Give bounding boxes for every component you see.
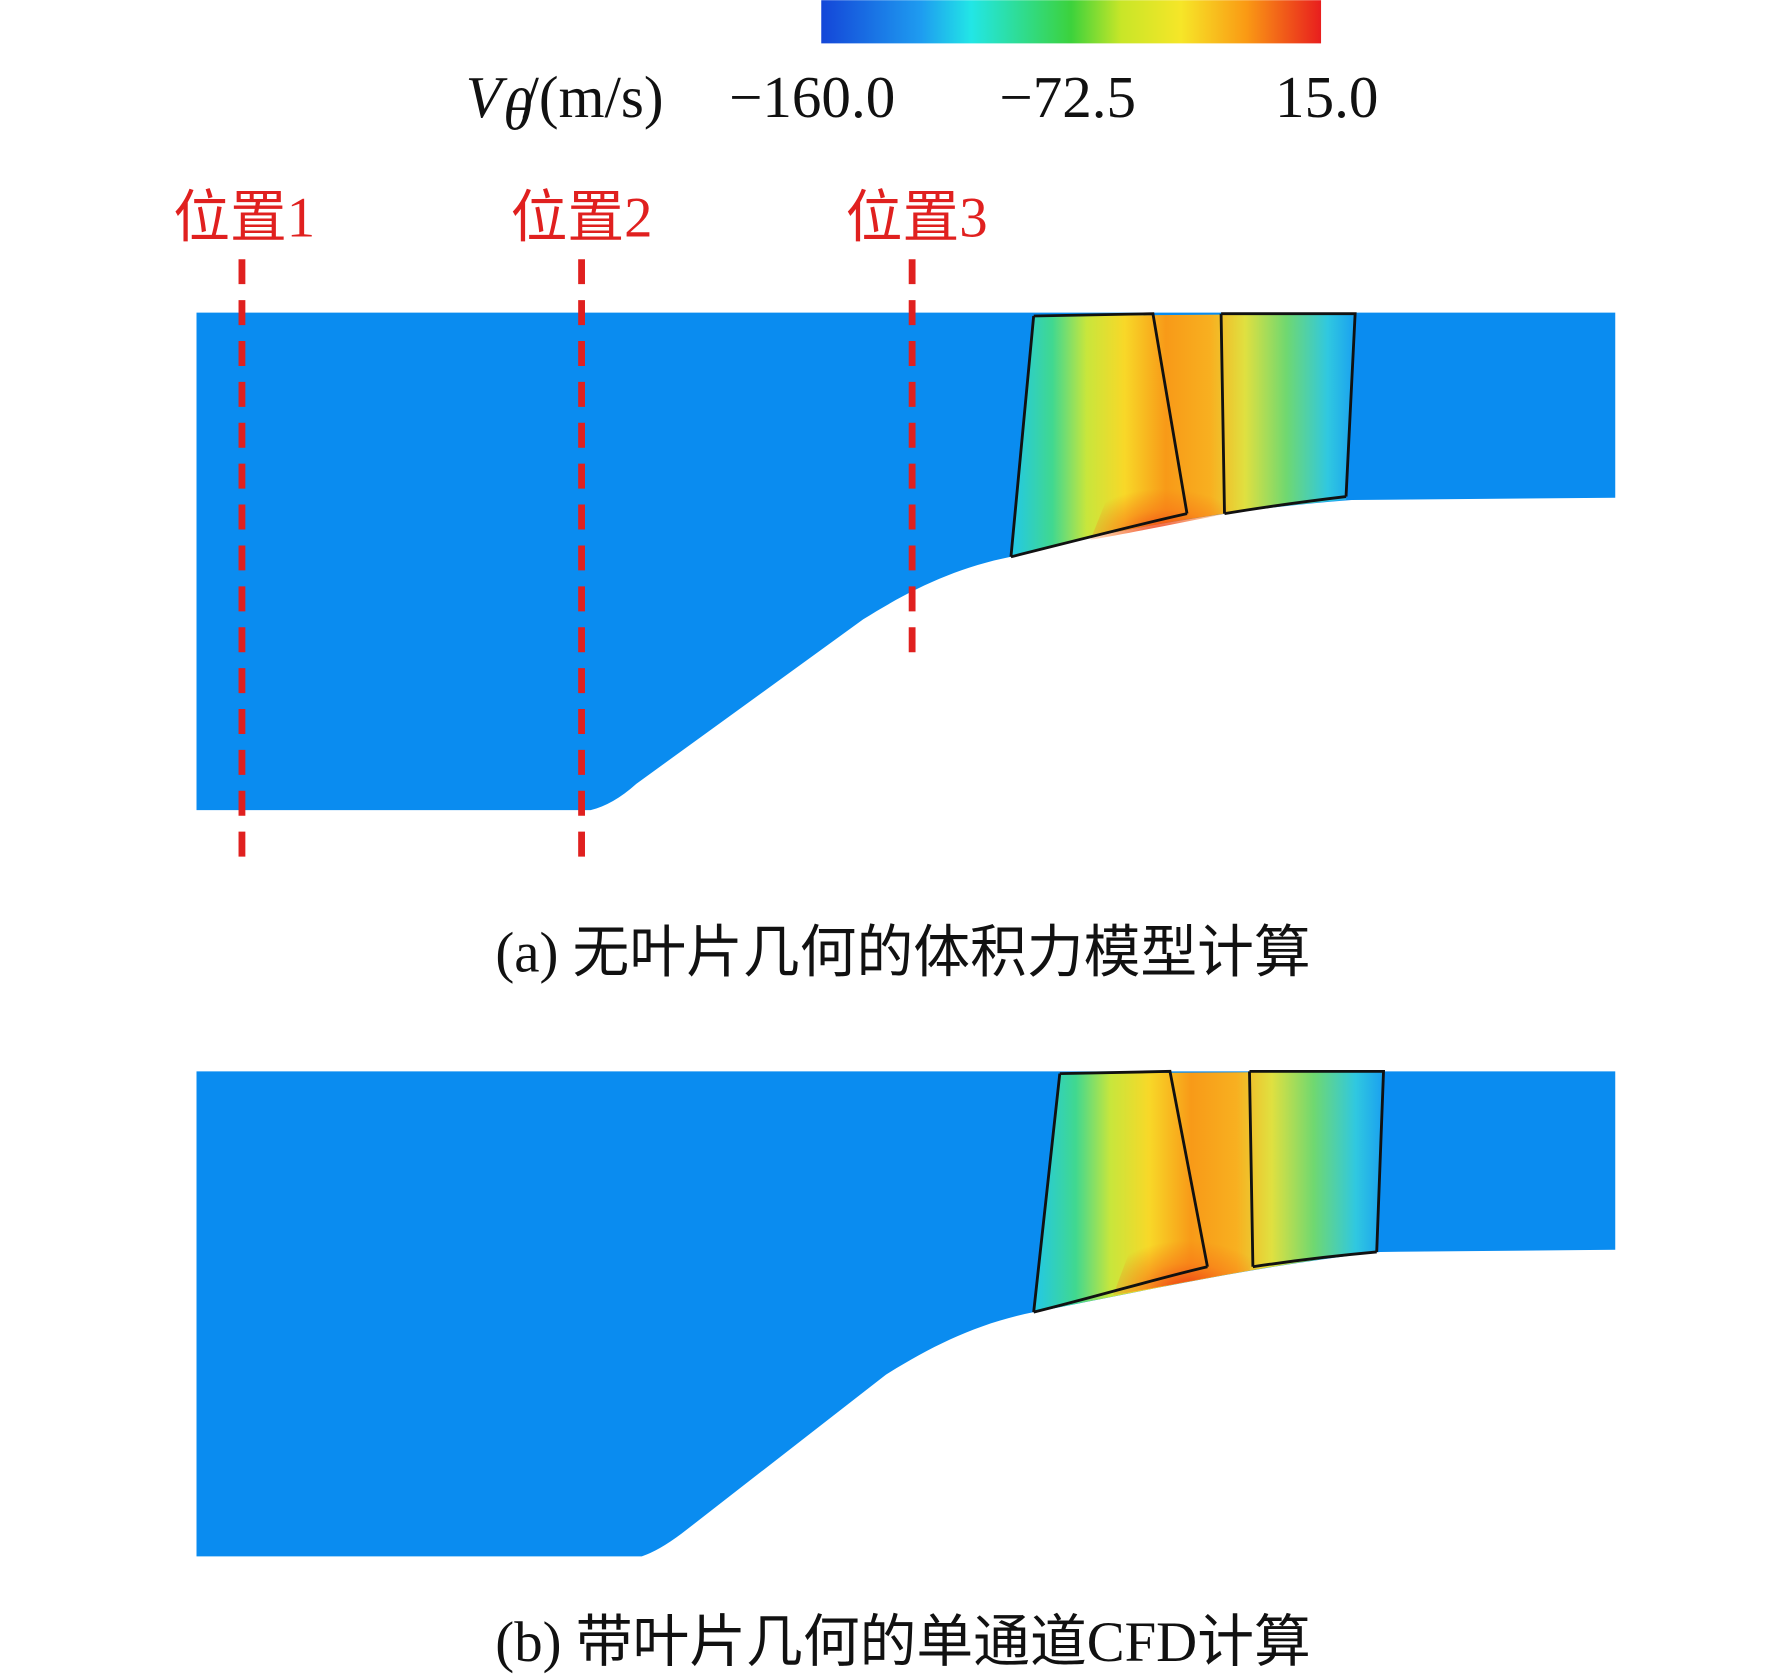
position-label: 位置1 — [173, 186, 315, 249]
hot-spot — [1113, 1204, 1261, 1296]
blade-region — [1033, 1071, 1384, 1313]
panel-a — [196, 312, 1616, 811]
colorbar-tick: 15.0 — [1275, 64, 1378, 130]
position-label: 位置2 — [511, 186, 653, 249]
position-label: 位置3 — [846, 186, 988, 249]
flow-domain — [196, 1071, 1616, 1557]
flow-domain — [196, 312, 1616, 811]
blade-region — [1010, 313, 1356, 557]
colorbar-tick: −160.0 — [729, 64, 895, 130]
blade-outline — [1032, 1069, 1385, 1314]
colorbar — [821, 0, 1322, 44]
colorbar-unit: /(m/s) — [523, 64, 664, 130]
position-lines — [238, 259, 916, 870]
colorbar-tick: −72.5 — [999, 64, 1136, 130]
colorbar-subscript: θ — [503, 77, 532, 143]
hot-spot — [1090, 454, 1239, 540]
colorbar-symbol: V — [466, 64, 508, 130]
caption: (b) 带叶片几何的单通道CFD计算 — [495, 1611, 1310, 1674]
caption: (a) 无叶片几何的体积力模型计算 — [495, 921, 1310, 984]
blade-outline — [1009, 312, 1357, 559]
panel-b — [196, 1069, 1616, 1557]
